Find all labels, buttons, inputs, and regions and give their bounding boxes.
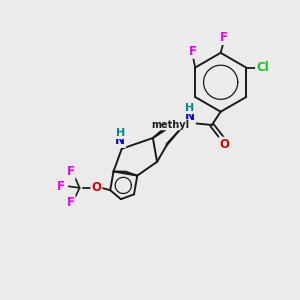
Text: methyl: methyl — [175, 124, 180, 125]
Text: O: O — [220, 138, 230, 151]
Text: F: F — [189, 45, 197, 58]
Text: F: F — [57, 180, 65, 193]
Text: F: F — [67, 165, 75, 178]
Text: H: H — [185, 103, 195, 113]
Text: F: F — [67, 196, 75, 209]
Text: H: H — [116, 128, 125, 138]
Text: Cl: Cl — [256, 61, 269, 74]
Text: O: O — [92, 181, 101, 194]
Text: N: N — [185, 110, 195, 123]
Text: N: N — [115, 134, 125, 147]
Text: methyl: methyl — [151, 120, 189, 130]
Text: F: F — [220, 31, 228, 44]
